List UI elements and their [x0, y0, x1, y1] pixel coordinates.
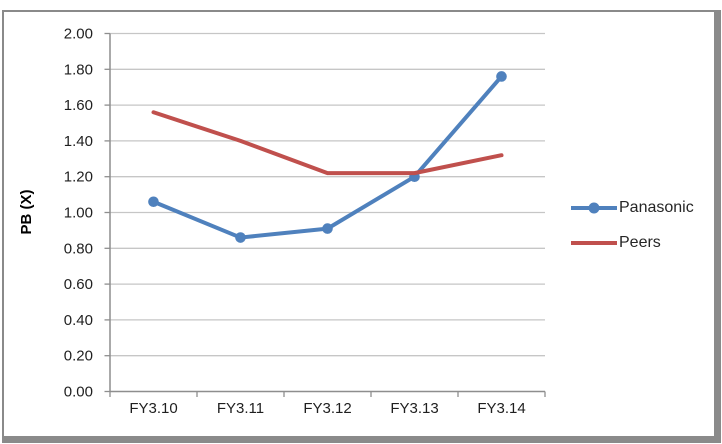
- y-tick-label: 0.80: [64, 240, 93, 257]
- panasonic-line-marker-icon: [571, 202, 617, 215]
- legend-item-peers: Peers: [571, 232, 694, 254]
- gridlines: [110, 32, 545, 357]
- y-tick-label: 1.60: [64, 97, 93, 114]
- y-tick-label: 0.20: [64, 348, 93, 365]
- y-tick-label: 0.60: [64, 276, 93, 293]
- y-tick-label: 1.00: [64, 205, 93, 222]
- x-tick-label: FY3.12: [303, 400, 351, 417]
- data-point-panasonic-FY3.14: [496, 71, 507, 82]
- x-tick-label: FY3.14: [477, 400, 525, 417]
- y-tick-label: 2.00: [64, 26, 93, 43]
- x-tick-label: FY3.11: [217, 400, 264, 417]
- y-tick-label: 1.40: [64, 133, 93, 150]
- y-tick-label: 0.00: [64, 384, 93, 401]
- axis-tick-labels: 0.00 0.20 0.40 0.60 0.80 1.00 1.20 1.40 1.60 1.80…: [64, 26, 526, 418]
- y-tick-label: 1.80: [64, 61, 93, 78]
- data-point-panasonic-FY3.11: [235, 232, 246, 243]
- data-point-panasonic-FY3.12: [322, 223, 333, 234]
- axes: [104, 32, 546, 397]
- y-tick-label: 1.20: [64, 169, 93, 186]
- x-tick-label: FY3.13: [390, 400, 438, 417]
- series-plot: [148, 71, 507, 243]
- y-axis-title: PB (X): [18, 189, 35, 234]
- series-line-peers: [151, 110, 504, 176]
- data-point-panasonic-FY3.10: [148, 196, 159, 208]
- legend-label: Panasonic: [619, 199, 694, 216]
- x-tick-label: FY3.10: [129, 400, 177, 417]
- y-tick-label: 0.40: [64, 312, 93, 329]
- legend-item-panasonic: Panasonic: [571, 197, 694, 219]
- peers-line-marker-icon: [571, 237, 617, 250]
- legend: Panasonic Peers: [571, 197, 694, 267]
- legend-label: Peers: [619, 234, 661, 251]
- chart-frame: [2, 10, 721, 443]
- series-line-panasonic: [151, 74, 504, 240]
